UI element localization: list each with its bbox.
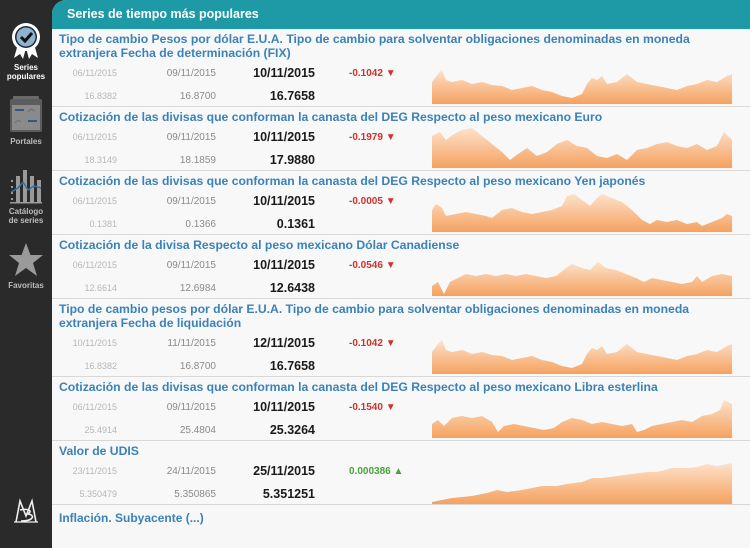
value-prev2: 18.3149: [84, 155, 117, 165]
date-prev1: 09/11/2015: [166, 196, 216, 207]
value-prev1: 25.4804: [179, 425, 216, 436]
value-prev1: 0.1366: [185, 219, 216, 230]
value-prev2: 12.6614: [84, 283, 117, 293]
date-prev2: 10/11/2015: [72, 338, 117, 348]
star-icon: [9, 243, 43, 276]
series-title[interactable]: Cotización de las divisas que conforman …: [59, 174, 646, 188]
series-title[interactable]: Cotización de las divisas que conforman …: [59, 380, 658, 394]
sidebar-item-portales[interactable]: Portales: [0, 96, 52, 146]
value-prev1: 5.350865: [174, 489, 216, 500]
date-latest: 10/11/2015: [253, 194, 315, 208]
sparkline-chart: [432, 128, 732, 168]
value-latest: 16.7658: [269, 359, 315, 373]
sidebar-item-catalogo[interactable]: Catálogo de series: [0, 168, 52, 225]
date-prev1: 09/11/2015: [166, 260, 216, 271]
change-value: -0.0005 ▼: [349, 196, 396, 207]
sparkline-chart: [432, 400, 732, 438]
date-latest: 10/11/2015: [253, 130, 315, 144]
series-row[interactable]: Cotización de las divisas que conforman …: [52, 171, 750, 235]
value-latest: 25.3264: [269, 423, 315, 437]
value-prev1: 16.8700: [179, 91, 216, 102]
value-latest: 0.1361: [276, 217, 315, 231]
change-value: 0.000386 ▲: [349, 466, 404, 477]
value-latest: 12.6438: [269, 281, 315, 295]
value-prev2: 16.8382: [84, 91, 117, 101]
sidebar-item-series-populares[interactable]: Series populares: [0, 22, 52, 81]
sidebar-label: de series: [8, 216, 44, 225]
series-row[interactable]: Cotización de las divisas que conforman …: [52, 107, 750, 171]
value-latest: 17.9880: [269, 153, 315, 167]
date-prev2: 06/11/2015: [72, 196, 117, 206]
main-panel: Series de tiempo más populares Tipo de c…: [52, 0, 750, 548]
series-title[interactable]: Cotización de las divisas que conforman …: [59, 110, 603, 124]
date-latest: 10/11/2015: [253, 258, 315, 272]
change-value: -0.1540 ▼: [349, 402, 396, 413]
date-prev1: 09/11/2015: [166, 68, 216, 79]
sidebar-label: Catálogo: [8, 207, 44, 216]
value-prev1: 18.1859: [179, 155, 216, 166]
banxico-logo: [0, 498, 52, 527]
date-prev2: 23/11/2015: [72, 466, 117, 476]
series-title[interactable]: Tipo de cambio pesos por dólar E.U.A. Ti…: [59, 302, 690, 330]
date-prev2: 06/11/2015: [72, 132, 117, 142]
sparkline-chart: [432, 194, 732, 232]
banxico-mb-logo-icon: [14, 498, 38, 523]
series-title[interactable]: Tipo de cambio Pesos por dólar E.U.A. Ti…: [59, 32, 690, 60]
value-prev1: 16.8700: [179, 361, 216, 372]
date-latest: 10/11/2015: [253, 66, 315, 80]
change-value: -0.0546 ▼: [349, 260, 396, 271]
value-prev2: 5.350479: [79, 489, 117, 499]
date-prev1: 09/11/2015: [166, 132, 216, 143]
series-row[interactable]: Cotización de las divisas que conforman …: [52, 377, 750, 441]
sparkline-chart: [432, 340, 732, 374]
change-value: -0.1042 ▼: [349, 68, 396, 79]
series-row[interactable]: Cotización de la divisa Respecto al peso…: [52, 235, 750, 299]
sidebar-label: Favoritas: [8, 281, 44, 290]
value-prev1: 12.6984: [179, 283, 216, 294]
sidebar-label: Series: [13, 63, 39, 72]
award-ribbon-check-icon: [12, 23, 40, 59]
value-prev2: 0.1381: [89, 219, 117, 229]
date-prev1: 24/11/2015: [166, 466, 216, 477]
sidebar-label: Portales: [10, 137, 42, 146]
sidebar-label: populares: [6, 72, 46, 81]
page-title: Series de tiempo más populares: [52, 0, 750, 29]
sidebar-item-favoritas[interactable]: Favoritas: [0, 242, 52, 290]
series-list[interactable]: Tipo de cambio Pesos por dólar E.U.A. Ti…: [52, 29, 750, 525]
portal-dashboard-icon: [10, 96, 42, 132]
sparkline-chart: [432, 70, 732, 104]
date-latest: 10/11/2015: [253, 400, 315, 414]
date-prev1: 11/11/2015: [167, 338, 216, 349]
date-latest: 25/11/2015: [253, 464, 315, 478]
series-row[interactable]: Tipo de cambio pesos por dólar E.U.A. Ti…: [52, 299, 750, 377]
date-latest: 12/11/2015: [253, 336, 315, 350]
sidebar: Series populares Portales: [0, 0, 52, 548]
series-title[interactable]: Cotización de la divisa Respecto al peso…: [59, 238, 460, 252]
sparkline-chart: [432, 262, 732, 296]
value-prev2: 16.8382: [84, 361, 117, 371]
bar-chart-catalog-icon: [10, 170, 42, 204]
date-prev2: 06/11/2015: [72, 260, 117, 270]
series-title[interactable]: Valor de UDIS: [59, 444, 139, 458]
series-row-partial[interactable]: Inflación. Subyacente (...): [52, 505, 750, 525]
series-row[interactable]: Tipo de cambio Pesos por dólar E.U.A. Ti…: [52, 29, 750, 107]
date-prev1: 09/11/2015: [166, 402, 216, 413]
series-title[interactable]: Inflación. Subyacente (...): [59, 511, 204, 525]
series-row[interactable]: Valor de UDIS 23/11/2015 24/11/2015 25/1…: [52, 441, 750, 505]
date-prev2: 06/11/2015: [72, 68, 117, 78]
change-value: -0.1979 ▼: [349, 132, 396, 143]
value-prev2: 25.4914: [84, 425, 117, 435]
sparkline-chart: [432, 463, 732, 504]
change-value: -0.1042 ▼: [349, 338, 396, 349]
date-prev2: 06/11/2015: [72, 402, 117, 412]
value-latest: 5.351251: [262, 487, 315, 501]
value-latest: 16.7658: [269, 89, 315, 103]
